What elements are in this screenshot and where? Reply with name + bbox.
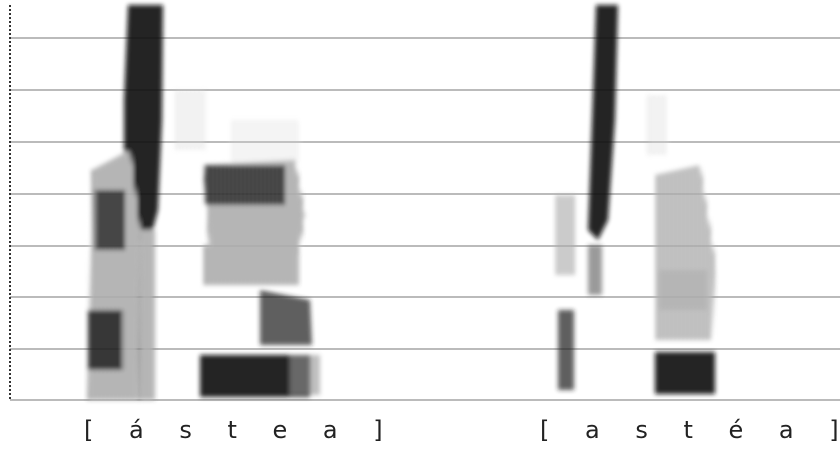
spectrogram-figure: [ á s t e a ] [ a s t é a ] bbox=[0, 0, 840, 450]
spectrogram-right bbox=[555, 5, 715, 394]
transcription-left: [ á s t e a ] bbox=[84, 416, 397, 444]
transcription-right: [ a s t é a ] bbox=[540, 416, 840, 444]
spectrogram-left bbox=[88, 5, 320, 400]
